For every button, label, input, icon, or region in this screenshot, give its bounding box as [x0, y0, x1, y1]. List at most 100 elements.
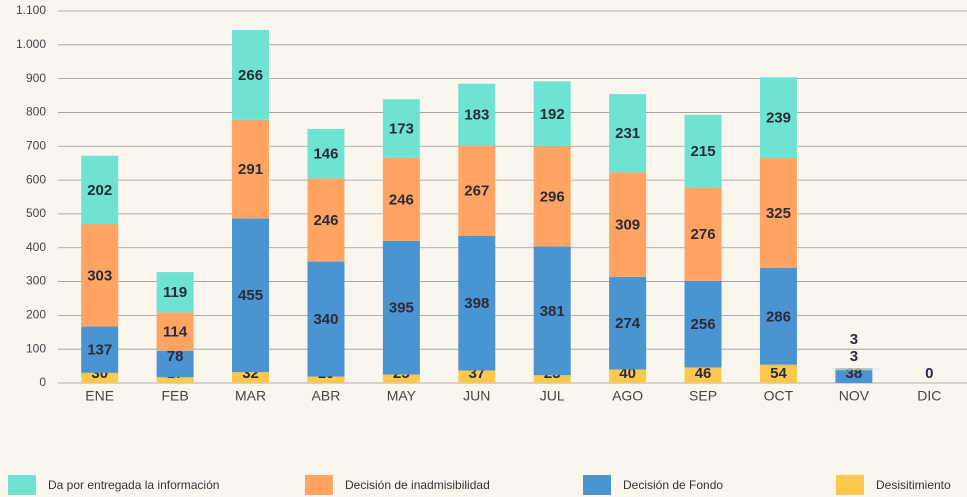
data-label: 119	[163, 284, 187, 301]
x-tick-label: AGO	[612, 388, 643, 404]
bar-segment	[609, 94, 647, 173]
bar-segment	[307, 376, 345, 383]
data-label: 256	[691, 316, 716, 333]
x-tick-label: JUN	[463, 388, 490, 404]
y-tick-label: 200	[26, 308, 46, 322]
data-label: 303	[87, 267, 112, 284]
bar-segment	[156, 350, 194, 378]
bar-segment	[609, 172, 647, 277]
bar-segment	[382, 240, 420, 375]
bar-segment	[382, 99, 420, 158]
x-tick-label: DIC	[917, 388, 941, 404]
y-tick-label: 600	[26, 172, 46, 186]
data-label: 246	[389, 191, 414, 208]
bar-segment	[533, 375, 571, 383]
bar-segment	[458, 145, 496, 236]
x-tick-label: ABR	[312, 388, 341, 404]
bar-segment	[684, 114, 722, 188]
y-tick-label: 100	[26, 341, 46, 355]
bar-segment	[533, 146, 571, 247]
bar-segment	[232, 218, 270, 373]
x-tick-label: OCT	[764, 388, 794, 404]
y-tick-label: 700	[26, 138, 46, 152]
bar-segment	[382, 157, 420, 241]
data-label: 78	[167, 348, 184, 365]
data-label: 325	[766, 205, 791, 222]
data-label: 395	[389, 300, 414, 317]
data-label: 381	[540, 303, 565, 320]
bar-segment	[458, 235, 496, 371]
legend-label: Desisitimiento	[876, 478, 951, 492]
y-tick-label: 0	[39, 375, 46, 389]
data-label: 267	[464, 183, 489, 200]
bar-segment	[232, 372, 270, 383]
data-label: 46	[695, 365, 712, 382]
y-tick-label: 500	[26, 206, 46, 220]
data-label: 266	[238, 67, 263, 84]
bar-segment	[81, 372, 119, 383]
data-label: 215	[691, 143, 716, 160]
bar-segment	[382, 374, 420, 383]
x-tick-label: MAY	[387, 388, 417, 404]
bar-segment	[684, 187, 722, 281]
bar-segment	[684, 280, 722, 368]
x-tick-label: JUL	[540, 388, 565, 404]
bar-segment	[533, 246, 571, 376]
y-tick-label: 300	[26, 274, 46, 288]
legend-swatch	[836, 475, 864, 495]
data-label: 183	[464, 107, 489, 124]
data-label: 239	[766, 110, 791, 127]
data-label: 309	[615, 217, 640, 234]
x-tick-label: MAR	[235, 388, 266, 404]
bar-segment	[307, 261, 345, 377]
data-label: 173	[389, 120, 414, 137]
bar-segment	[835, 370, 873, 383]
bar-segment	[81, 326, 119, 373]
y-tick-label: 800	[26, 105, 46, 119]
bar-segment	[307, 178, 345, 262]
y-tick-label: 1.000	[16, 37, 46, 51]
data-label: 274	[615, 315, 641, 332]
data-label: 3	[850, 348, 858, 365]
data-label: 3	[850, 331, 858, 348]
bar-segment	[232, 29, 270, 120]
data-label: 38	[846, 365, 863, 382]
bar-segment	[609, 369, 647, 383]
legend-swatch	[8, 475, 36, 495]
data-label: 114	[163, 324, 188, 341]
data-label: 246	[313, 212, 338, 229]
data-label: 202	[87, 182, 112, 199]
data-label: 286	[766, 308, 791, 325]
bar-segment	[759, 158, 797, 269]
data-label: 340	[313, 311, 338, 328]
data-label: 291	[238, 161, 263, 178]
legend-swatch	[305, 475, 333, 495]
bar-segment	[156, 272, 194, 313]
data-label: 398	[464, 295, 489, 312]
data-label: 231	[615, 125, 640, 142]
x-tick-label: NOV	[839, 388, 870, 404]
bar-segment	[759, 77, 797, 159]
bar-segment	[307, 129, 345, 179]
bar-segment	[759, 268, 797, 365]
y-tick-label: 400	[26, 240, 46, 254]
bar-segment	[156, 377, 194, 383]
data-label: 54	[770, 365, 787, 382]
bar-segment	[81, 155, 119, 225]
data-label: 192	[540, 106, 565, 123]
data-label: 296	[540, 188, 565, 205]
y-tick-label: 900	[26, 71, 46, 85]
data-label: 146	[313, 146, 338, 163]
data-label: 137	[87, 342, 112, 359]
legend-swatch	[583, 475, 611, 495]
y-tick-label: 1.100	[16, 3, 46, 17]
bar-segment	[81, 224, 119, 327]
data-label: 276	[691, 226, 716, 243]
bar-segment	[759, 364, 797, 383]
bar-segment	[609, 276, 647, 370]
legend-label: Decisión de inadmisibilidad	[345, 478, 490, 492]
x-tick-label: ENE	[85, 388, 114, 404]
bar-segment	[458, 83, 496, 146]
bar-segment	[533, 81, 571, 147]
